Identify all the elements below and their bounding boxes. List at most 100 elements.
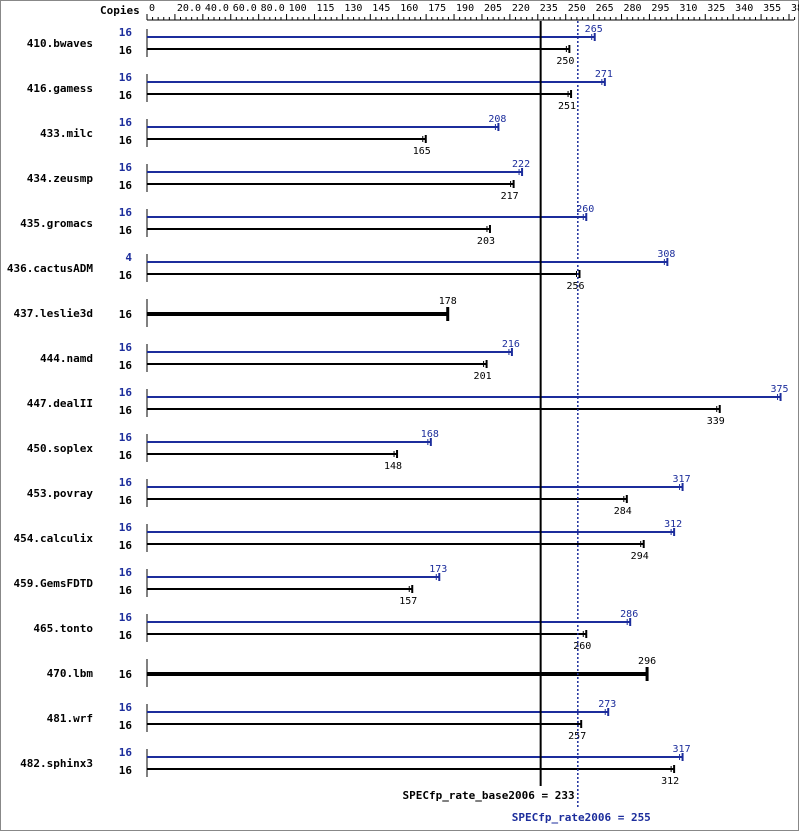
peak-copies-label: 16 <box>119 71 133 84</box>
x-axis-tick-label: 295 <box>651 3 669 14</box>
benchmark-label: 450.soplex <box>27 442 94 455</box>
benchmark-row: 470.lbm 16 296 <box>47 656 656 687</box>
benchmark-row: 433.milc 16 208 16 165 <box>40 114 506 157</box>
base-copies-label: 16 <box>119 494 133 507</box>
x-axis-tick-label: 205 <box>484 3 502 14</box>
x-axis-tick-label: 100 <box>289 3 307 14</box>
benchmark-rows: 410.bwaves 16 265 16 250 416.gamess 16 271 16 251… <box>7 24 789 787</box>
peak-copies-label: 16 <box>119 611 133 624</box>
peak-copies-label: 16 <box>119 701 133 714</box>
x-axis-tick-label: 80.0 <box>261 3 285 14</box>
base-value-label: 178 <box>439 296 457 307</box>
benchmark-row: 459.GemsFDTD 16 173 16 157 <box>14 564 448 607</box>
peak-copies-label: 16 <box>119 206 133 219</box>
x-axis-tick-label: 325 <box>707 3 725 14</box>
benchmark-row: 482.sphinx3 16 317 16 312 <box>20 744 690 787</box>
peak-value-label: 222 <box>512 159 530 170</box>
base-value-label: 284 <box>614 506 632 517</box>
base-copies-label: 16 <box>119 404 133 417</box>
base-copies-label: 16 <box>119 44 133 57</box>
base-value-label: 260 <box>573 641 591 652</box>
x-axis: 0 20.0 40.0 60.0 80.0 100 115 130 145 160 175 190 20… <box>146 3 799 21</box>
x-axis-tick-label: 175 <box>428 3 446 14</box>
peak-value-label: 260 <box>576 204 594 215</box>
x-axis-tick-label: 40.0 <box>205 3 229 14</box>
base-value-label: 294 <box>631 551 649 562</box>
base-copies-label: 16 <box>119 449 133 462</box>
x-axis-tick-label: 0 <box>149 3 155 14</box>
benchmark-row: 481.wrf 16 273 16 257 <box>47 699 617 742</box>
benchmark-row: 465.tonto 16 286 16 260 <box>33 609 638 652</box>
base-value-label: 250 <box>556 56 574 67</box>
benchmark-label: 482.sphinx3 <box>20 757 93 770</box>
benchmark-label: 410.bwaves <box>27 37 93 50</box>
peak-value-label: 208 <box>488 114 506 125</box>
peak-copies-label: 16 <box>119 476 133 489</box>
benchmark-row: 454.calculix 16 312 16 294 <box>14 519 683 562</box>
x-axis-tick-label: 220 <box>512 3 530 14</box>
x-axis-tick-label: 235 <box>540 3 558 14</box>
peak-value-label: 168 <box>421 429 439 440</box>
base-copies-label: 16 <box>119 308 133 321</box>
peak-value-label: 173 <box>429 564 447 575</box>
peak-copies-label: 16 <box>119 431 133 444</box>
x-axis-tick-label: 115 <box>316 3 334 14</box>
peak-value-label: 317 <box>673 744 691 755</box>
x-axis-tick-label: 340 <box>735 3 753 14</box>
base-value-label: 312 <box>661 776 679 787</box>
base-copies-label: 16 <box>119 629 133 642</box>
peak-value-label: 375 <box>771 384 789 395</box>
benchmark-label: 416.gamess <box>27 82 93 95</box>
x-axis-tick-label: 20.0 <box>177 3 201 14</box>
base-value-label: 203 <box>477 236 495 247</box>
peak-reference-label: SPECfp_rate2006 = 255 <box>512 811 651 824</box>
x-axis-tick-label: 130 <box>344 3 362 14</box>
benchmark-label: 454.calculix <box>14 532 94 545</box>
peak-value-label: 286 <box>620 609 638 620</box>
benchmark-label: 444.namd <box>40 352 93 365</box>
benchmark-row: 447.dealII 16 375 16 339 <box>27 384 789 427</box>
base-copies-label: 16 <box>119 224 133 237</box>
benchmark-label: 465.tonto <box>33 622 93 635</box>
benchmark-label: 435.gromacs <box>20 217 93 230</box>
peak-copies-label: 16 <box>119 521 133 534</box>
benchmark-row: 416.gamess 16 271 16 251 <box>27 69 613 112</box>
base-value-label: 251 <box>558 101 576 112</box>
reference-lines: SPECfp_rate_base2006 = 233 SPECfp_rate200… <box>402 21 651 824</box>
peak-copies-label: 16 <box>119 386 133 399</box>
benchmark-label: 470.lbm <box>47 667 94 680</box>
x-axis-tick-label: 190 <box>456 3 474 14</box>
base-value-label: 157 <box>399 596 417 607</box>
base-value-label: 257 <box>568 731 586 742</box>
base-copies-label: 16 <box>119 539 133 552</box>
copies-header: Copies <box>100 4 140 17</box>
base-copies-label: 16 <box>119 89 133 102</box>
benchmark-label: 459.GemsFDTD <box>14 577 94 590</box>
peak-copies-label: 16 <box>119 341 133 354</box>
base-value-label: 165 <box>413 146 431 157</box>
base-value-label: 217 <box>501 191 519 202</box>
peak-copies-label: 16 <box>119 746 133 759</box>
base-value-label: 201 <box>474 371 492 382</box>
peak-value-label: 271 <box>595 69 613 80</box>
base-value-label: 256 <box>566 281 584 292</box>
peak-value-label: 308 <box>657 249 675 260</box>
base-copies-label: 16 <box>119 764 133 777</box>
peak-value-label: 265 <box>585 24 603 35</box>
x-axis-tick-label: 160 <box>400 3 418 14</box>
peak-copies-label: 16 <box>119 26 133 39</box>
peak-value-label: 273 <box>598 699 616 710</box>
benchmark-label: 453.povray <box>27 487 94 500</box>
benchmark-row: 435.gromacs 16 260 16 203 <box>20 204 594 247</box>
benchmark-row: 410.bwaves 16 265 16 250 <box>27 24 603 67</box>
peak-copies-label: 16 <box>119 161 133 174</box>
base-value-label: 339 <box>707 416 725 427</box>
base-copies-label: 16 <box>119 179 133 192</box>
peak-value-label: 312 <box>664 519 682 530</box>
base-value-label: 296 <box>638 656 656 667</box>
benchmark-label: 481.wrf <box>47 712 93 725</box>
x-axis-tick-label: 280 <box>624 3 642 14</box>
base-copies-label: 16 <box>119 134 133 147</box>
x-axis-tick-label: 310 <box>679 3 697 14</box>
